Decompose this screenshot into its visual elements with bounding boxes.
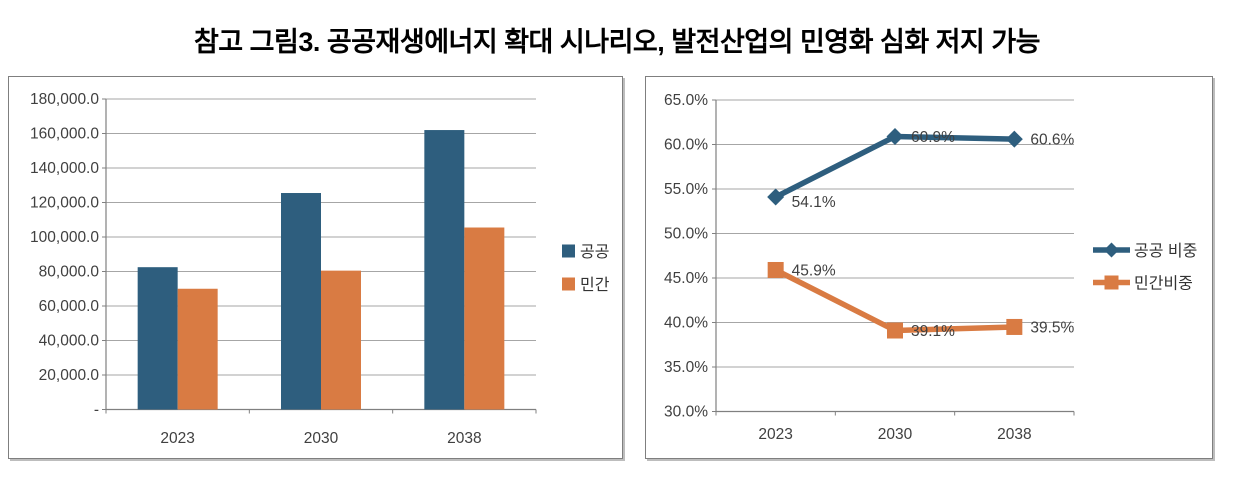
bar-private-2030: [321, 270, 361, 410]
marker-diamond-2030: [886, 127, 904, 145]
legend-label-public: 공공: [580, 244, 609, 261]
right-chart-panel: 65.0% 60.0% 55.0% 50.0% 45.0% 40.0% 35.0% 30.0%…: [645, 76, 1213, 459]
y-tick-label: 20,000.0: [39, 367, 100, 384]
y-tick-label: 140,000.0: [30, 160, 99, 177]
x-tick-label: 2030: [878, 426, 913, 443]
data-label-public-2038: 60.6%: [1030, 132, 1074, 149]
data-label-public-2023: 54.1%: [792, 194, 836, 211]
legend-marker-square: [1104, 275, 1119, 290]
legend-label-public: 공공 비중: [1134, 242, 1197, 260]
legend-label-private: 민간비중: [1134, 275, 1193, 293]
x-tick-label: 2038: [997, 426, 1031, 443]
y-tick-label: 40,000.0: [39, 333, 100, 350]
bar-private-2023: [177, 288, 218, 410]
y-tick-label: 180,000.0: [30, 91, 99, 108]
marker-square-2038: [1006, 318, 1023, 335]
y-tick-label: 65.0%: [664, 92, 708, 109]
figure-title: 참고 그림3. 공공재생에너지 확대 시나리오, 발전산업의 민영화 심화 저지…: [193, 27, 1041, 57]
data-label-private-2038: 39.5%: [1030, 319, 1074, 336]
x-tick-label: 2023: [160, 430, 194, 447]
x-tick-label: 2038: [447, 430, 481, 447]
y-tick-label: 60,000.0: [39, 298, 100, 315]
marker-square-2023: [767, 261, 784, 278]
marker-diamond-2038: [1005, 130, 1023, 148]
y-tick-label: 160,000.0: [30, 126, 99, 143]
public-private-share-line-chart: 65.0% 60.0% 55.0% 50.0% 45.0% 40.0% 35.0% 30.0%…: [664, 92, 1197, 443]
y-tick-label: 55.0%: [664, 181, 708, 198]
bar-public-2023: [137, 267, 178, 410]
bar-public-2038: [424, 130, 465, 410]
marker-square-2030: [887, 322, 903, 339]
data-label-private-2023: 45.9%: [792, 262, 836, 279]
bar-public-2030: [281, 193, 321, 410]
x-tick-label: 2030: [304, 430, 339, 447]
y-tick-label: 80,000.0: [39, 264, 100, 281]
legend-swatch-private: [562, 277, 575, 291]
x-tick-label: 2023: [758, 426, 792, 443]
legend-label-private: 민간: [580, 276, 610, 294]
data-label-private-2030: 39.1%: [911, 323, 955, 340]
y-tick-label: 30.0%: [664, 404, 708, 421]
y-tick-label: 35.0%: [664, 359, 708, 376]
legend-swatch-public: [562, 244, 575, 258]
public-private-bar-chart: 180,000.0 160,000.0 140,000.0 120,000.0 100,…: [30, 91, 610, 447]
legend-marker-diamond: [1104, 242, 1119, 258]
y-tick-label: 40.0%: [664, 315, 708, 332]
marker-diamond-2023: [767, 188, 785, 206]
y-tick-label: 45.0%: [664, 270, 708, 287]
y-tick-label: -: [94, 402, 99, 419]
y-tick-label: 100,000.0: [30, 229, 99, 246]
y-tick-label: 60.0%: [664, 137, 708, 154]
bar-private-2038: [464, 227, 505, 410]
y-tick-label: 50.0%: [664, 226, 708, 243]
y-tick-label: 120,000.0: [30, 195, 99, 212]
line-public: [774, 133, 1015, 200]
left-chart-panel: 180,000.0 160,000.0 140,000.0 120,000.0 100,…: [8, 76, 623, 459]
data-label-public-2030: 60.9%: [911, 129, 955, 146]
